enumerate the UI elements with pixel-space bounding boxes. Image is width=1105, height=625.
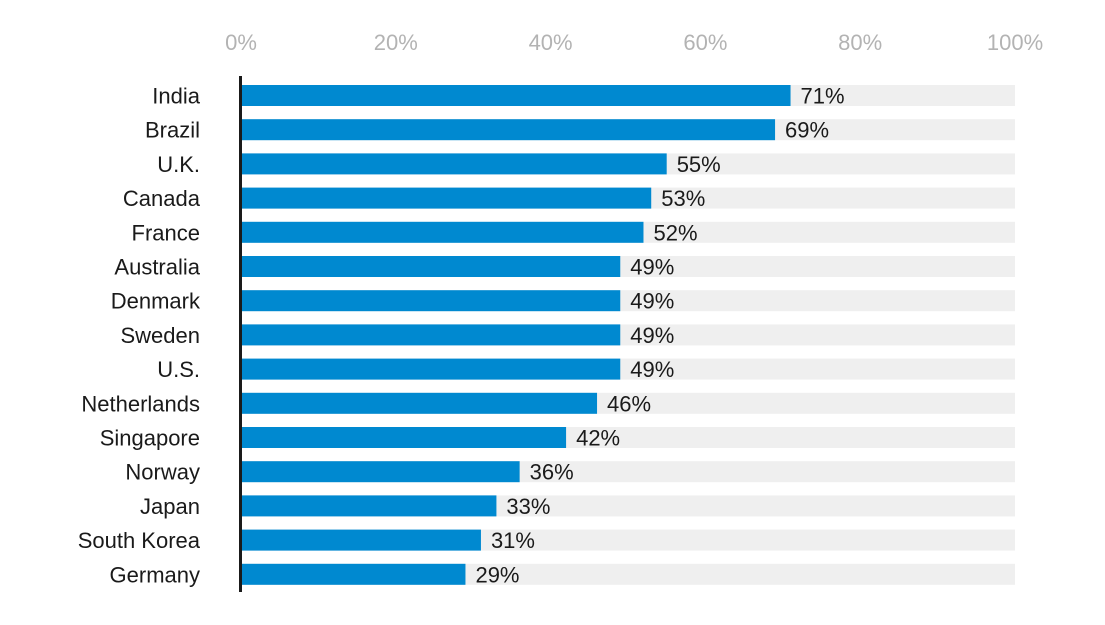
bar	[241, 290, 621, 312]
data-label: 53%	[661, 186, 705, 211]
category-label: Brazil	[145, 118, 200, 143]
x-tick-label: 20%	[374, 30, 418, 55]
data-label: 52%	[653, 220, 697, 245]
bar	[241, 461, 520, 483]
x-tick-label: 40%	[529, 30, 573, 55]
data-label: 46%	[607, 391, 651, 416]
data-label: 69%	[785, 118, 829, 143]
bar	[241, 563, 466, 585]
data-label: 49%	[630, 255, 674, 280]
bar	[241, 153, 667, 175]
data-label: 31%	[491, 528, 535, 553]
data-label: 49%	[630, 289, 674, 314]
bar	[241, 495, 497, 517]
category-label: U.S.	[157, 357, 200, 382]
data-label: 49%	[630, 323, 674, 348]
bar	[241, 427, 567, 448]
x-tick-label: 60%	[683, 30, 727, 55]
bar	[241, 85, 791, 106]
data-label: 29%	[475, 562, 519, 587]
x-tick-label: 100%	[987, 30, 1043, 55]
bar	[241, 358, 621, 380]
bar	[241, 221, 644, 243]
data-label: 49%	[630, 357, 674, 382]
data-label: 33%	[506, 494, 550, 519]
bar	[241, 119, 776, 141]
bar	[241, 529, 481, 551]
x-tick-label: 0%	[225, 30, 257, 55]
category-label: Singapore	[100, 426, 200, 451]
data-label: 42%	[576, 426, 620, 451]
category-label: South Korea	[78, 528, 201, 553]
category-label: Canada	[123, 186, 201, 211]
data-label: 55%	[677, 152, 721, 177]
x-tick-label: 80%	[838, 30, 882, 55]
bar	[241, 324, 621, 346]
bar	[241, 256, 621, 277]
category-label: Denmark	[111, 289, 201, 314]
bar	[241, 392, 598, 414]
category-label: Netherlands	[81, 391, 200, 416]
category-label: Australia	[114, 255, 200, 280]
category-label: U.K.	[157, 152, 200, 177]
category-label: Germany	[110, 562, 200, 587]
category-label: India	[152, 84, 200, 109]
data-label: 36%	[530, 460, 574, 485]
bar	[241, 187, 652, 209]
category-label: Japan	[140, 494, 200, 519]
data-label: 71%	[801, 84, 845, 109]
category-label: Norway	[125, 460, 200, 485]
category-label: Sweden	[120, 323, 200, 348]
category-label: France	[132, 220, 200, 245]
